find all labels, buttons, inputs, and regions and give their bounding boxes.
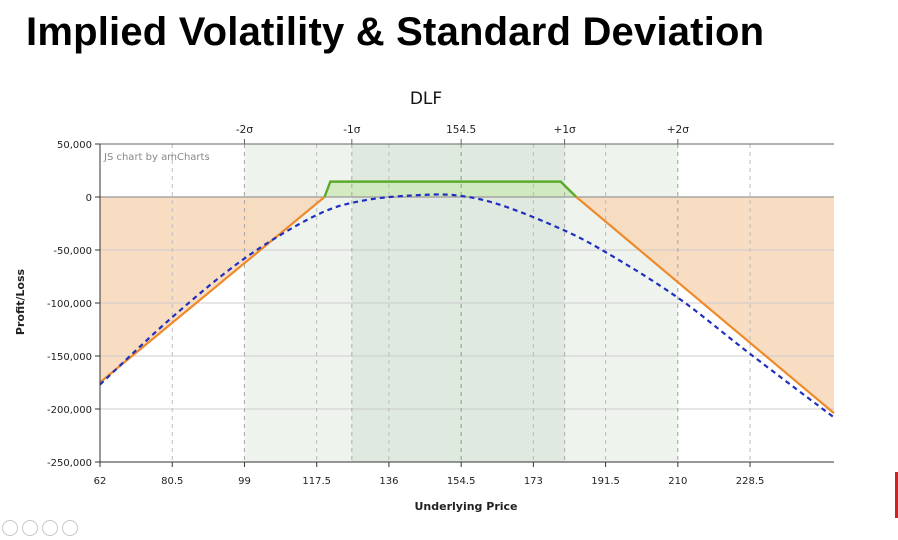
- x-tick-label: 173: [524, 476, 543, 487]
- payoff-line-left: [99, 196, 326, 384]
- x-tick-label: 191.5: [591, 476, 620, 487]
- sigma-label: -1σ: [343, 124, 360, 136]
- copy-icon[interactable]: [22, 520, 38, 536]
- more-icon[interactable]: [62, 520, 78, 536]
- series-lines: [99, 180, 835, 419]
- sigma-label: +2σ: [667, 124, 689, 136]
- x-tick-label: 99: [238, 476, 251, 487]
- pen-icon[interactable]: [2, 520, 18, 536]
- x-tick-label: 228.5: [736, 476, 765, 487]
- x-tick-label: 117.5: [302, 476, 331, 487]
- x-tick-label: 62: [94, 476, 107, 487]
- slide-title: Implied Volatility & Standard Deviation: [26, 10, 765, 54]
- zoom-icon[interactable]: [42, 520, 58, 536]
- x-axis-label: Underlying Price: [414, 500, 517, 513]
- x-tick-label: 136: [379, 476, 398, 487]
- y-tick-label: -50,000: [53, 246, 92, 257]
- y-tick-label: 50,000: [57, 140, 92, 151]
- y-tick-label: 0: [86, 193, 92, 204]
- gain-area: [324, 181, 577, 197]
- chart-title: DLF: [410, 89, 442, 109]
- payoff-line-right: [575, 196, 835, 415]
- x-tick-label: 154.5: [447, 476, 476, 487]
- y-tick-label: -200,000: [47, 405, 92, 416]
- edge-marker: [895, 472, 898, 518]
- x-tick-label: 210: [668, 476, 687, 487]
- y-tick-label: -100,000: [47, 299, 92, 310]
- expected-pnl-dashed-line: [99, 193, 835, 419]
- x-tick-label: 80.5: [161, 476, 183, 487]
- sigma-label: 154.5: [446, 124, 476, 136]
- y-tick-label: -250,000: [47, 458, 92, 469]
- sigma-label: +1σ: [554, 124, 576, 136]
- viewer-controls: [2, 520, 78, 536]
- sigma-label: -2σ: [236, 124, 253, 136]
- y-tick-label: -150,000: [47, 352, 92, 363]
- y-axis-label: Profit/Loss: [14, 268, 27, 335]
- axes: 50,000 0 -50,000 -100,000 -150,000 -200,000 -2…: [47, 124, 834, 487]
- chart-credit: JS chart by amCharts: [103, 152, 210, 163]
- payoff-line-profit: [323, 180, 578, 198]
